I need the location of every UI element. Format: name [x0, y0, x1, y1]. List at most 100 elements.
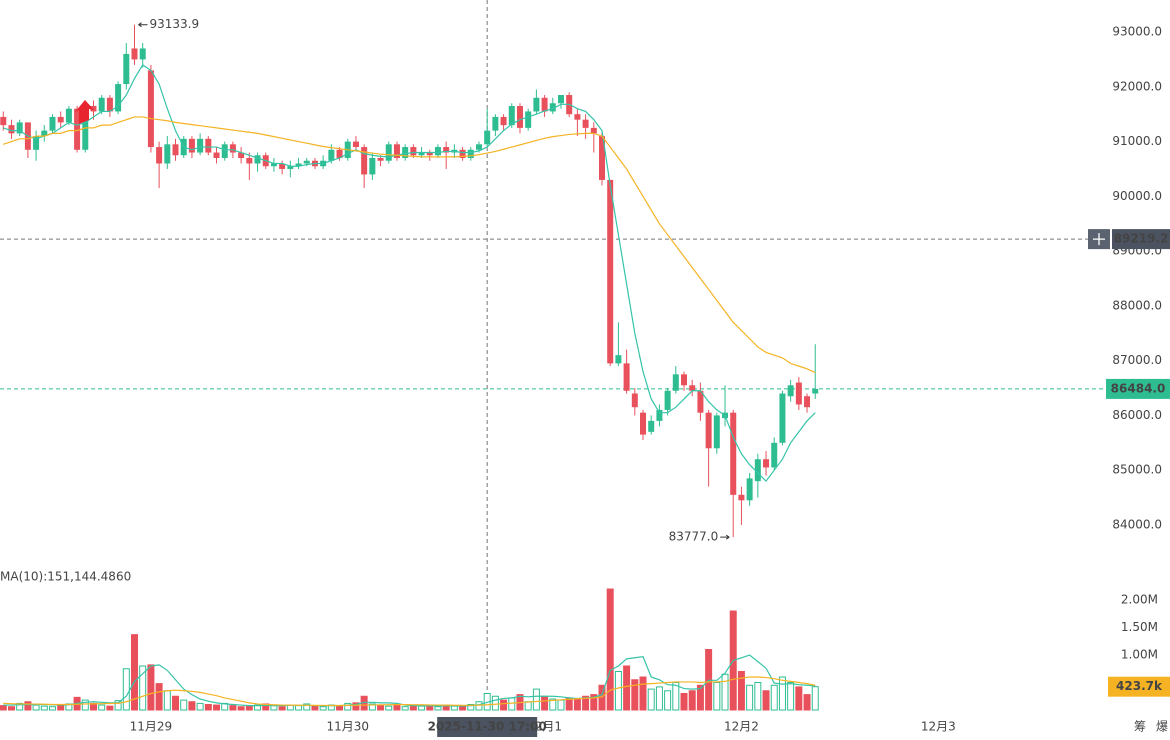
- x-tick-label: 11月30: [326, 720, 369, 734]
- candle-body: [738, 494, 745, 501]
- volume-tick-label: 1.50M: [1121, 620, 1158, 634]
- candle-body: [49, 116, 56, 131]
- volume-bar: [311, 705, 319, 711]
- toolbar-icon[interactable]: 筹: [1134, 720, 1146, 734]
- candle-body: [599, 136, 606, 180]
- candle-body: [812, 388, 819, 394]
- crosshair-plus: [1093, 233, 1105, 246]
- last-price-box: [1106, 378, 1170, 399]
- volume-bar: [40, 705, 48, 711]
- volume-bar: [344, 702, 352, 711]
- candle-body: [484, 130, 491, 145]
- y-tick-label: 90000.0: [1112, 189, 1162, 203]
- candle-body: [402, 147, 409, 159]
- volume-bar: [787, 682, 795, 711]
- toolbar-icon[interactable]: 爆: [1156, 720, 1168, 734]
- candle-body: [393, 144, 400, 159]
- low-label: 83777.0: [669, 530, 719, 544]
- candle-body: [607, 179, 614, 364]
- high-label: 93133.9: [150, 17, 200, 31]
- candle-body: [172, 144, 179, 156]
- candle-body: [74, 108, 81, 150]
- volume-bar: [655, 686, 663, 711]
- volume-bar: [336, 705, 344, 711]
- volume-bar: [196, 702, 204, 711]
- crosshair-time: 2025-11-30 17:00: [428, 720, 547, 734]
- y-tick-label: 92000.0: [1112, 79, 1162, 93]
- volume-bar: [573, 698, 581, 711]
- candle-body: [197, 138, 204, 153]
- candle-body: [369, 158, 376, 175]
- candle-body: [640, 412, 647, 435]
- volume-bar: [319, 706, 327, 711]
- volume-ma-fast-line: [3, 654, 816, 707]
- volume-bar: [385, 705, 393, 711]
- volume-tick-label: 2.00M: [1121, 593, 1158, 607]
- crosshair-price: 89219.2: [1114, 232, 1169, 246]
- candle-body: [205, 138, 212, 153]
- candle-body: [541, 97, 548, 112]
- volume-bar: [180, 699, 188, 711]
- volume-bar: [213, 704, 221, 711]
- volume-bar: [639, 676, 647, 711]
- volume-bar: [491, 695, 499, 711]
- volume-bar: [582, 695, 590, 711]
- candle-body: [229, 144, 236, 153]
- candle-body: [16, 122, 23, 134]
- candle-body: [508, 105, 515, 126]
- y-tick-label: 88000.0: [1112, 298, 1162, 312]
- volume-bar: [557, 699, 565, 711]
- volume-bar: [467, 704, 475, 711]
- x-tick-label: 12月2: [724, 720, 759, 734]
- candle-body: [713, 415, 720, 449]
- volume-bar: [746, 684, 754, 711]
- volume-bar: [368, 703, 376, 711]
- volume-bar: [155, 683, 163, 711]
- volume-bar: [278, 706, 286, 711]
- candle-body: [90, 105, 97, 112]
- candle-body: [270, 163, 277, 167]
- y-tick-label: 93000.0: [1112, 25, 1162, 39]
- candle-body: [730, 412, 737, 495]
- ma-fast-line: [3, 64, 816, 483]
- volume-bar: [500, 699, 508, 711]
- candle-body: [213, 152, 220, 159]
- candle-body: [771, 442, 778, 468]
- volume-bar: [680, 693, 688, 711]
- candle-body: [8, 125, 15, 134]
- candle-body: [164, 144, 171, 164]
- last-price-label: 86484.0: [1111, 381, 1166, 395]
- candle-body: [459, 149, 466, 159]
- volume-ma-label: MA(10):151,144.4860: [0, 570, 131, 584]
- volume-bar: [377, 705, 385, 711]
- candle-body: [254, 155, 261, 164]
- volume-bar: [401, 706, 409, 711]
- volume-bar: [393, 704, 401, 711]
- volume-bar: [623, 665, 631, 711]
- candle-body: [689, 385, 696, 391]
- candle-body: [418, 152, 425, 156]
- candle-body: [287, 166, 294, 169]
- candle-body: [779, 393, 786, 443]
- candle-body: [795, 382, 802, 405]
- volume-bar: [754, 682, 762, 711]
- candle-body: [0, 116, 7, 126]
- candle-body: [746, 478, 753, 501]
- y-tick-label: 91000.0: [1112, 134, 1162, 148]
- candle-body: [656, 409, 663, 421]
- high-arrow: [138, 22, 148, 28]
- candle-body: [516, 105, 523, 128]
- candle-body: [582, 119, 589, 128]
- volume-bar: [631, 679, 639, 711]
- candle-body: [697, 390, 704, 413]
- candle-body: [238, 152, 245, 159]
- volume-bar: [139, 665, 147, 711]
- candle-body: [410, 147, 417, 156]
- candle-body: [443, 147, 450, 153]
- volume-bar: [541, 695, 549, 711]
- volume-bar: [229, 705, 237, 711]
- y-tick-label: 85000.0: [1112, 463, 1162, 477]
- candle-body: [500, 116, 507, 126]
- candle-body: [147, 70, 154, 148]
